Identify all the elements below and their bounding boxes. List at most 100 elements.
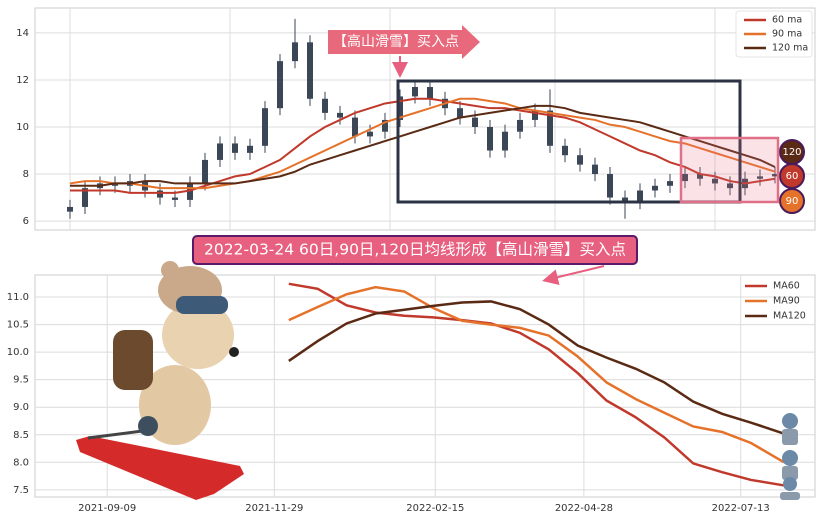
candle-body: [307, 42, 313, 99]
candle-body: [622, 197, 628, 203]
legend-label: MA60: [773, 281, 800, 292]
dog-head: [162, 301, 234, 369]
candle-body: [67, 206, 73, 212]
signal-box: [396, 79, 742, 204]
y-tick-label: 7.5: [13, 485, 29, 496]
dog-illustration: [76, 261, 244, 500]
candle-body: [292, 42, 298, 62]
y-tick-label: 8.0: [13, 457, 29, 468]
candle-body: [487, 126, 493, 151]
y-tick-label: 6: [23, 216, 29, 227]
candle-body: [187, 183, 193, 200]
candle-body: [427, 87, 433, 99]
badge-label: 60: [786, 171, 799, 182]
x-tick-label: 2021-11-29: [245, 503, 303, 514]
signal-arrow: [328, 25, 480, 59]
legend-label: MA120: [773, 311, 806, 322]
recent-box: [679, 136, 780, 204]
candle-body: [652, 185, 658, 191]
ma-line: [288, 300, 785, 435]
ma-line: [70, 97, 776, 194]
x-tick-label: 2022-02-15: [406, 503, 464, 514]
badge-label: 90: [786, 196, 799, 207]
y-tick-label: 10: [16, 122, 29, 133]
candle-body: [637, 190, 643, 203]
legend-label: 120 ma: [772, 43, 808, 54]
hat-pompom: [161, 261, 179, 279]
candle-body: [697, 174, 703, 179]
badge: [779, 188, 805, 214]
banner-title: 2022-03-24 60日,90日,120日均线形成【高山滑雪】买入点: [204, 241, 626, 259]
candle-body: [517, 119, 523, 132]
badge-label: 120: [782, 147, 801, 158]
y-tick-label: 8.5: [13, 430, 29, 441]
x-tick-label: 2022-04-28: [555, 503, 613, 514]
candle-body: [262, 108, 268, 146]
candle-body: [112, 183, 118, 186]
y-tick-label: 10.0: [7, 347, 29, 358]
candle-body: [667, 181, 673, 186]
candle-body: [727, 183, 733, 189]
y-tick-label: 10.5: [7, 320, 29, 331]
top-annotations: 【高山滑雪】买入点: [328, 25, 780, 204]
ma-line: [70, 104, 776, 187]
glove: [138, 416, 158, 436]
banner-pointer: [542, 265, 605, 285]
top-vertical-grid: [69, 8, 716, 230]
candle-body: [337, 112, 343, 118]
candle-body: [607, 174, 613, 198]
candle-body: [772, 174, 778, 177]
candle-body: [367, 131, 373, 137]
candle-body: [352, 117, 358, 137]
ski: [76, 436, 244, 500]
ma-line: [69, 97, 776, 190]
candle-body: [157, 190, 163, 198]
candle-body: [592, 164, 598, 175]
candle-body: [277, 61, 283, 109]
candle-body: [172, 197, 178, 200]
legend-label: 60 ma: [772, 15, 802, 26]
candle-body: [202, 159, 208, 184]
candle-body: [247, 145, 253, 153]
banner: 2022-03-24 60日,90日,120日均线形成【高山滑雪】买入点: [192, 235, 638, 285]
candle-body: [397, 96, 403, 120]
candle-body: [412, 87, 418, 97]
candle-body: [457, 108, 463, 118]
goggles: [176, 296, 228, 314]
x-tick-label: 2022-07-13: [712, 503, 770, 514]
ma-line: [288, 282, 785, 487]
candle-body: [712, 178, 718, 184]
candle-body: [382, 119, 388, 132]
bottom-chart: 7.5 8.0 8.5 9.0 9.5 10.0 10.5 11.0 2021-09-09 202…: [7, 275, 815, 514]
top-chart: 6 8 10 12 14 60 ma 90 ma 120 ma 120 60 90: [16, 10, 815, 227]
y-tick-label: 9.5: [13, 375, 29, 386]
y-tick-label: 14: [16, 28, 29, 39]
signal-label: 【高山滑雪】买入点: [333, 33, 459, 50]
x-tick-label: 2021-09-09: [78, 503, 136, 514]
legend-label: MA90: [773, 296, 800, 307]
candle-body: [502, 131, 508, 151]
y-tick-label: 9.0: [13, 402, 29, 413]
candle-body: [577, 155, 583, 165]
y-tick-label: 12: [16, 75, 29, 86]
nose: [229, 347, 239, 357]
banner-box: [192, 235, 638, 265]
candle-body: [532, 110, 538, 120]
candle-body: [472, 117, 478, 127]
legend-label: 90 ma: [772, 29, 802, 40]
backpack: [113, 330, 153, 390]
candle-body: [217, 143, 223, 160]
ma-line: [288, 285, 785, 464]
y-tick-label: 11.0: [7, 292, 29, 303]
candle-body: [547, 110, 553, 146]
candle-body: [322, 98, 328, 113]
skier-icons: [780, 413, 800, 500]
candle-body: [757, 176, 763, 179]
y-tick-label: 8: [23, 169, 29, 180]
candle-body: [82, 188, 88, 207]
candle-body: [562, 145, 568, 156]
candle-body: [232, 143, 238, 153]
legend-box: [735, 10, 813, 58]
candle-body: [682, 174, 688, 182]
